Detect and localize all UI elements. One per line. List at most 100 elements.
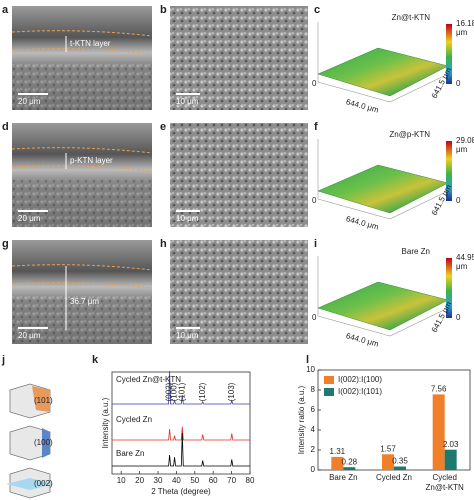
color-bar-max: 44.95 xyxy=(456,253,474,262)
x-tick-label: Bare Zn xyxy=(329,473,357,482)
panel-label: j xyxy=(1,354,5,366)
layer-outline xyxy=(11,264,153,289)
color-bar-zero: 0 xyxy=(456,79,461,88)
sem-top-view xyxy=(170,240,308,344)
color-bar xyxy=(446,141,452,201)
series-label: Bare Zn xyxy=(116,449,144,458)
value-label: 1.31 xyxy=(330,447,346,456)
facet-label: (100) xyxy=(34,438,53,447)
facet-label: (002) xyxy=(34,479,53,488)
peak-label: (101) xyxy=(177,382,186,401)
bar xyxy=(432,394,445,470)
panel-label: k xyxy=(92,354,99,366)
peak-label: (100) xyxy=(170,382,179,401)
height-map xyxy=(317,164,449,214)
panel-label: c xyxy=(314,4,320,16)
sem-texture xyxy=(12,179,152,227)
plot-frame xyxy=(111,371,251,475)
y-tick-label: 4 xyxy=(311,425,316,434)
panel-label: f xyxy=(314,121,318,133)
scale-bar-label: 10 μm xyxy=(176,331,199,340)
layer-annotation: p-KTN layer xyxy=(70,156,113,165)
scale-bar-label: 10 μm xyxy=(176,97,199,106)
layer-outline xyxy=(11,30,153,55)
color-bar xyxy=(446,258,452,318)
color-bar-max: 29.08 xyxy=(456,136,474,145)
map-title: Zn@t-KTN xyxy=(392,13,431,22)
value-label: 1.57 xyxy=(380,444,396,453)
color-bar-zero: 0 xyxy=(456,196,461,205)
height-map xyxy=(317,47,449,97)
bar xyxy=(394,466,406,470)
color-bar-unit: μm xyxy=(456,28,468,37)
peak-label: (103) xyxy=(227,382,236,401)
layer-outline xyxy=(11,147,153,172)
facet-label: (101) xyxy=(34,396,53,405)
x-tick-label: 60 xyxy=(209,476,218,485)
map-x-size: 644.0 μm xyxy=(345,97,380,114)
series-label: Cycled Zn@t-KTN xyxy=(116,375,181,384)
sem-texture xyxy=(12,296,152,344)
legend-label: I(002):I(101) xyxy=(338,387,382,396)
x-tick-label: Cycled Zn xyxy=(376,473,412,482)
bar xyxy=(382,454,394,470)
map-x-size: 644.0 μm xyxy=(345,331,380,348)
panel-label: d xyxy=(2,121,9,133)
bar xyxy=(444,449,457,470)
x-tick-label: 80 xyxy=(246,476,255,485)
x-tick-label: 30 xyxy=(154,476,163,485)
xrd-trace xyxy=(112,432,250,467)
scale-bar-label: 20 μm xyxy=(18,331,41,340)
y-axis-label: Intensity ratio (a.u.) xyxy=(297,385,306,454)
color-bar-unit: μm xyxy=(456,145,468,154)
map-zero: 0 xyxy=(312,196,317,205)
map-zero: 0 xyxy=(312,79,317,88)
map-zero: 0 xyxy=(312,313,317,322)
color-bar-zero: 0 xyxy=(456,313,461,322)
legend-swatch xyxy=(324,376,334,384)
y-tick-label: 8 xyxy=(311,385,316,394)
sem-top-view xyxy=(170,123,308,227)
x-tick-label: 50 xyxy=(190,476,199,485)
x-axis-label: 2 Theta (degree) xyxy=(151,487,211,496)
layer-annotation: 36.7 μm xyxy=(70,297,99,306)
xrd-trace xyxy=(112,370,250,405)
height-map xyxy=(317,281,449,331)
scale-bar-label: 20 μm xyxy=(18,97,41,106)
series-label: Cycled Zn xyxy=(116,415,152,424)
x-tick-label: 10 xyxy=(117,476,126,485)
map-x-size: 644.0 μm xyxy=(345,214,380,231)
scale-bar-label: 20 μm xyxy=(18,214,41,223)
map-frame xyxy=(317,256,449,337)
bar xyxy=(343,467,356,470)
panel-label: g xyxy=(2,238,9,250)
x-tick-label-cont: Zn@t-KTN xyxy=(425,483,464,492)
y-tick-label: 2 xyxy=(311,445,316,454)
x-tick-label: Cycled xyxy=(432,473,456,482)
crystal-icons xyxy=(6,383,54,499)
y-tick-label: 6 xyxy=(311,405,316,414)
peak-label: (002) xyxy=(165,382,174,401)
value-label: 7.56 xyxy=(431,385,447,394)
map-title: Zn@p-KTN xyxy=(389,130,430,139)
legend-label: I(002):I(100) xyxy=(338,375,382,384)
map-frame xyxy=(317,22,449,103)
map-title: Bare Zn xyxy=(402,247,430,256)
scale-bar-label: 10 μm xyxy=(176,214,199,223)
value-label: 2.03 xyxy=(443,440,459,449)
bar xyxy=(331,456,344,470)
color-bar-unit: μm xyxy=(456,262,468,271)
sem-top-view xyxy=(170,6,308,110)
xrd-trace xyxy=(112,426,250,441)
x-tick-label: 20 xyxy=(135,476,144,485)
map-frame xyxy=(317,139,449,220)
y-tick-label: 0 xyxy=(311,465,316,474)
value-label: 0.28 xyxy=(342,457,358,466)
x-tick-label: 70 xyxy=(227,476,236,485)
panel-label: e xyxy=(160,121,166,133)
peak-label: (102) xyxy=(198,382,207,401)
panel-label: h xyxy=(160,238,167,250)
panel-label: l xyxy=(306,354,309,366)
panel-label: a xyxy=(2,4,9,16)
